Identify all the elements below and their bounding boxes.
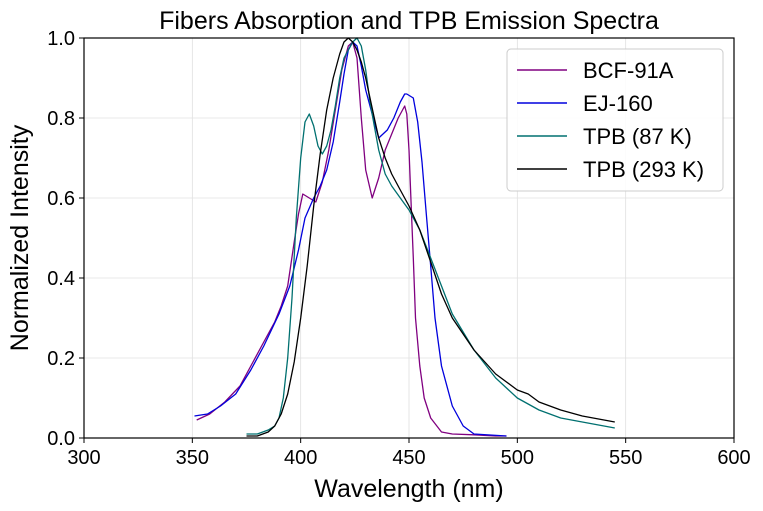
x-tick-label: 450 (392, 447, 425, 469)
x-axis-label: Wavelength (nm) (314, 475, 503, 503)
legend-box (506, 48, 724, 192)
y-tick-label: 0.0 (47, 428, 75, 450)
y-tick-label: 1.0 (47, 28, 75, 50)
series-line-tpb-293-k (246, 37, 615, 437)
x-tick-label: 500 (501, 447, 534, 469)
series-line-bcf-91a (196, 41, 507, 437)
y-axis-label: Normalized Intensity (6, 124, 34, 351)
axis-ticks: 300 350 400 450 500 550 600 0.0 0.2 0.4 0.6 0.8 1.0 (47, 28, 751, 469)
y-tick-label: 0.4 (47, 268, 75, 290)
chart-title: Fibers Absorption and TPB Emission Spect… (159, 7, 659, 35)
x-tick-label: 300 (67, 447, 100, 469)
legend-label: BCF-91A (583, 58, 674, 83)
y-tick-label: 0.2 (47, 348, 75, 370)
plot-area (194, 37, 615, 437)
y-tick-label: 0.8 (47, 108, 75, 130)
x-tick-label: 350 (176, 447, 209, 469)
x-tick-label: 550 (609, 447, 642, 469)
series-line-ej-160 (194, 41, 507, 437)
x-tick-label: 400 (284, 447, 317, 469)
x-tick-label: 600 (717, 447, 750, 469)
legend-label: TPB (87 K) (583, 124, 692, 149)
legend: BCF-91A EJ-160 TPB (87 K) TPB (293 K) (506, 48, 724, 192)
legend-label: TPB (293 K) (583, 157, 704, 182)
y-tick-label: 0.6 (47, 188, 75, 210)
legend-label: EJ-160 (583, 91, 653, 116)
